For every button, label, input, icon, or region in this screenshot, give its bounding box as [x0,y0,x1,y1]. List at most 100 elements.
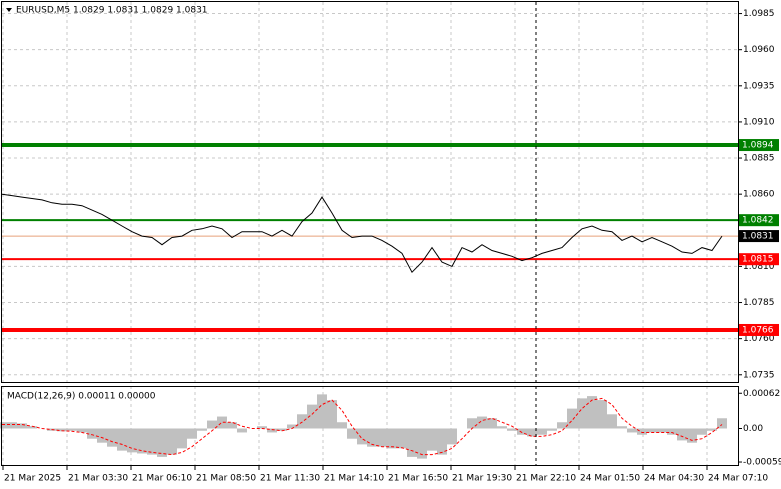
level-label-box [739,214,779,227]
y-tick-label: 1.0985 [743,9,775,19]
histogram-bar [527,428,537,437]
histogram-bar [87,428,97,439]
level-label: 1.0815 [742,255,774,265]
histogram-bar [287,424,297,429]
x-tick-label: 24 Mar 07:10 [708,474,768,484]
x-tick-label: 24 Mar 04:30 [644,474,704,484]
histogram-bar [187,428,197,439]
y-tick-label: 0.00062 [743,389,780,399]
histogram-bar [97,428,107,443]
histogram-bar [537,428,547,435]
histogram-bar [377,428,387,447]
x-tick-label: 21 Mar 03:30 [68,474,128,484]
x-tick-label: 24 Mar 01:50 [580,474,640,484]
y-tick-label: 1.0760 [743,334,775,344]
chart-title: EURUSD,M5 1.0829 1.0831 1.0829 1.0831 [16,6,208,16]
x-tick-label: 21 Mar 2025 [4,474,61,484]
histogram-bar [397,428,407,449]
histogram-bar [517,428,527,435]
histogram-bar [157,428,167,457]
histogram-bar [167,428,177,455]
y-tick-label: 1.0960 [743,45,775,55]
histogram-bar [717,418,727,429]
histogram-bar [687,428,697,443]
signal-line [2,397,723,456]
main-pane-border [1,1,739,383]
histogram-bar [487,418,497,429]
histogram-bar [67,428,77,431]
level-label: 1.0766 [742,325,774,335]
x-tick-label: 21 Mar 19:30 [452,474,512,484]
indicator-title: MACD(12,26,9) 0.00011 0.00000 [7,392,156,402]
histogram-bar [637,428,647,435]
histogram-bar [227,422,237,429]
y-tick-label: 1.0910 [743,117,775,127]
histogram-bar [207,420,217,429]
histogram-bar [267,428,277,433]
macd-pane-border [1,386,739,466]
histogram-bar [127,428,137,453]
histogram-bar [437,428,447,455]
histogram-bar [627,428,637,433]
histogram-bar [147,428,157,455]
y-tick-label: 1.0810 [743,262,775,272]
histogram-bar [357,428,367,445]
x-tick-label: 21 Mar 22:10 [516,474,576,484]
histogram-bar [617,426,627,429]
histogram-bar [407,428,417,457]
x-tick-label: 21 Mar 06:10 [132,474,192,484]
histogram-bar [447,428,457,445]
histogram-bar [667,428,677,435]
histogram-bar [417,428,427,459]
histogram-bar [427,428,437,451]
histogram-bar [607,414,617,429]
histogram-bar [237,428,247,433]
histogram-bar [697,428,707,435]
histogram-bar [567,408,577,429]
histogram-bar [27,426,37,429]
histogram-bar [197,428,207,431]
menu-arrow[interactable] [6,8,12,12]
histogram-bar [367,428,377,447]
level-label-box [739,253,779,266]
histogram-bar [497,426,507,429]
histogram-bar [647,428,657,433]
histogram-bar [57,428,67,432]
x-tick-label: 21 Mar 08:50 [196,474,256,484]
histogram-bar [587,396,597,429]
histogram-bar [347,428,357,439]
level-label-box [739,323,779,336]
level-label: 1.0894 [742,141,774,151]
histogram-bar [297,414,307,429]
histogram-bar [317,394,327,429]
histogram-bar [257,426,267,429]
level-label: 1.0842 [742,216,774,226]
y-tick-label: 1.0735 [743,370,775,380]
histogram-bar [477,416,487,429]
y-tick-label: 0.00 [743,424,763,434]
histogram-bar [507,428,517,431]
y-tick-label: 1.0935 [743,81,775,91]
y-tick-label: 1.0785 [743,298,775,308]
histogram-bar [17,423,27,429]
histogram-bar [77,428,87,433]
histogram-bar [557,422,567,429]
x-tick-label: 21 Mar 14:10 [324,474,384,484]
histogram-bar [117,428,127,451]
histogram-bar [657,428,667,433]
histogram-bar [467,418,477,429]
histogram-bar [387,428,397,449]
histogram-bar [307,404,317,429]
price-line [1,193,723,274]
histogram-bar [547,428,557,431]
y-tick-label: 1.0860 [743,190,775,200]
histogram-bar [7,422,17,429]
level-label-box [739,139,779,152]
histogram-bar [577,398,587,429]
histogram-bar [0,422,7,429]
histogram-bar [137,428,147,454]
